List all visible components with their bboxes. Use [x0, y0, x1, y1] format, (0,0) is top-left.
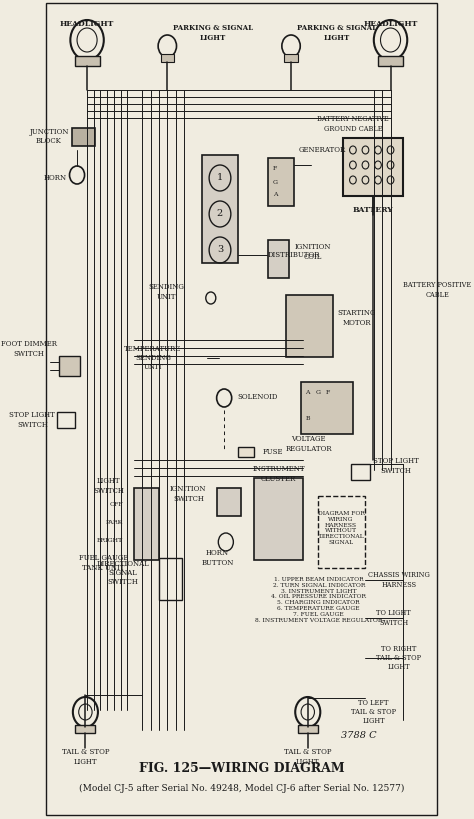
Bar — [351, 464, 370, 480]
Text: BATTERY: BATTERY — [353, 206, 393, 214]
Text: FUSE: FUSE — [263, 448, 283, 456]
Text: HORN
BUTTON: HORN BUTTON — [201, 550, 234, 567]
Text: STOP LIGHT
SWITCH: STOP LIGHT SWITCH — [373, 457, 419, 474]
Bar — [202, 155, 237, 263]
Bar — [301, 382, 353, 434]
Text: FUEL GAUGE
TANK UNIT: FUEL GAUGE TANK UNIT — [79, 554, 128, 572]
Bar — [74, 56, 100, 66]
Text: A: A — [306, 391, 310, 396]
Bar — [318, 496, 365, 568]
Text: HEADLIGHT: HEADLIGHT — [60, 20, 114, 28]
Text: GENERATOR: GENERATOR — [299, 146, 346, 154]
Bar — [57, 412, 75, 428]
Text: STOP LIGHT
SWITCH: STOP LIGHT SWITCH — [9, 411, 55, 428]
Text: B: B — [306, 415, 310, 420]
Text: TO LEFT
TAIL & STOP
LIGHT: TO LEFT TAIL & STOP LIGHT — [351, 699, 396, 725]
Text: DISTRIBUTOR: DISTRIBUTOR — [268, 251, 320, 259]
Bar — [59, 356, 81, 376]
Text: DIRECTIONAL
SIGNAL
SWITCH: DIRECTIONAL SIGNAL SWITCH — [96, 560, 149, 586]
Text: JUNCTION
BLOCK: JUNCTION BLOCK — [29, 128, 69, 145]
Text: TO LIGHT
SWITCH: TO LIGHT SWITCH — [376, 609, 411, 627]
Bar — [218, 488, 241, 516]
Text: 3: 3 — [217, 246, 223, 255]
Text: SOLENOID: SOLENOID — [237, 393, 278, 401]
Bar — [378, 56, 403, 66]
Text: SENDING
UNIT: SENDING UNIT — [148, 283, 184, 301]
Text: BRIGHT: BRIGHT — [97, 537, 123, 542]
Text: 3788 C: 3788 C — [341, 731, 376, 740]
Bar — [254, 478, 303, 560]
Bar — [298, 725, 318, 733]
Text: TAIL & STOP
LIGHT: TAIL & STOP LIGHT — [284, 749, 331, 766]
Text: F: F — [326, 391, 330, 396]
Text: IGNITION
SWITCH: IGNITION SWITCH — [170, 486, 207, 503]
Bar — [134, 488, 159, 560]
Text: BATTERY POSITIVE
CABLE: BATTERY POSITIVE CABLE — [403, 282, 471, 299]
Text: 2: 2 — [217, 210, 223, 219]
Bar — [268, 158, 294, 206]
Text: DIAGRAM FOR
WIRING
HARNESS
WITHOUT
DIRECTIONAL
SIGNAL: DIAGRAM FOR WIRING HARNESS WITHOUT DIREC… — [318, 511, 365, 545]
Text: HEADLIGHT: HEADLIGHT — [364, 20, 418, 28]
Text: CHASSIS WIRING
HARNESS: CHASSIS WIRING HARNESS — [368, 572, 430, 589]
Text: F: F — [273, 166, 277, 171]
Text: FIG. 125—WIRING DIAGRAM: FIG. 125—WIRING DIAGRAM — [139, 762, 345, 775]
Text: A: A — [273, 192, 277, 197]
Text: OFF: OFF — [109, 501, 123, 506]
Text: VOLTAGE
REGULATOR: VOLTAGE REGULATOR — [285, 436, 332, 453]
Bar — [72, 128, 95, 146]
Text: G: G — [315, 391, 320, 396]
Text: PARKING & SIGNAL
LIGHT: PARKING & SIGNAL LIGHT — [297, 25, 377, 42]
Text: TAIL & STOP
LIGHT: TAIL & STOP LIGHT — [62, 749, 109, 766]
Text: 1: 1 — [217, 174, 223, 183]
Text: IGNITION
COIL: IGNITION COIL — [294, 243, 331, 260]
Bar — [286, 295, 333, 357]
Bar — [268, 240, 289, 278]
Bar — [75, 725, 95, 733]
Bar — [284, 54, 298, 62]
Text: LIGHT
SWITCH: LIGHT SWITCH — [93, 477, 124, 495]
Text: (Model CJ-5 after Serial No. 49248, Model CJ-6 after Serial No. 12577): (Model CJ-5 after Serial No. 49248, Mode… — [79, 784, 404, 793]
Bar — [161, 54, 174, 62]
Bar — [343, 138, 403, 196]
Text: PARK: PARK — [106, 519, 123, 524]
Bar — [159, 558, 182, 600]
Text: G: G — [273, 179, 278, 184]
Text: PARKING & SIGNAL
LIGHT: PARKING & SIGNAL LIGHT — [173, 25, 253, 42]
Text: TEMPERATURE
SENDING
UNIT: TEMPERATURE SENDING UNIT — [124, 345, 182, 371]
Text: INSTRUMENT
CLUSTER: INSTRUMENT CLUSTER — [252, 465, 305, 482]
Text: STARTING
MOTOR: STARTING MOTOR — [338, 310, 376, 327]
Text: BATTERY NEGATIVE
GROUND CABLE: BATTERY NEGATIVE GROUND CABLE — [317, 115, 389, 133]
Text: HORN: HORN — [44, 174, 67, 182]
Text: TO RIGHT
TAIL & STOP
LIGHT: TO RIGHT TAIL & STOP LIGHT — [376, 645, 421, 672]
Text: FOOT DIMMER
SWITCH: FOOT DIMMER SWITCH — [1, 341, 57, 358]
Bar — [237, 447, 254, 457]
Text: 1. UPPER BEAM INDICATOR
2. TURN SIGNAL INDICATOR
3. INSTRUMENT LIGHT
4. OIL PRES: 1. UPPER BEAM INDICATOR 2. TURN SIGNAL I… — [255, 577, 383, 622]
